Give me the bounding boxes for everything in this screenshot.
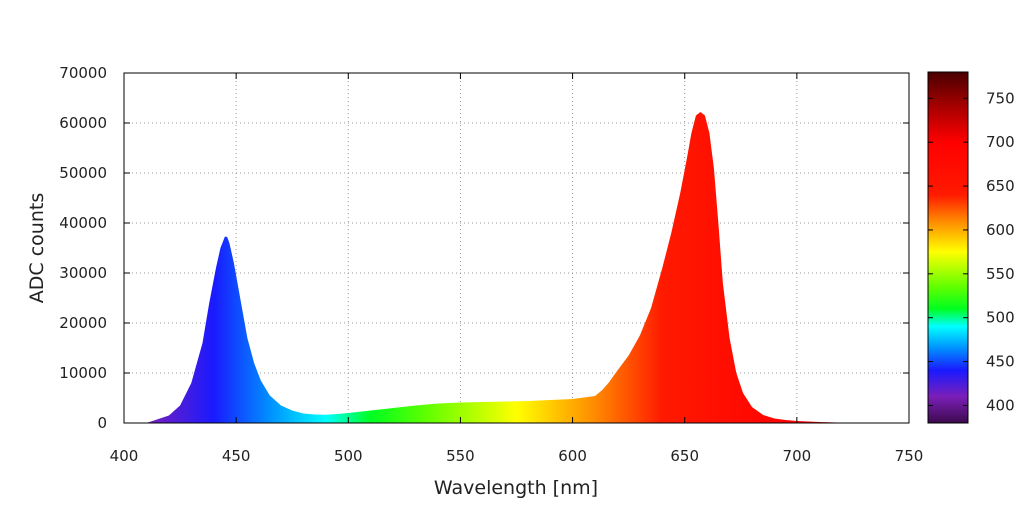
x-tick-label: 650 [670,447,699,465]
y-tick-label: 70000 [59,64,107,82]
spectrum-area [124,112,909,423]
x-axis-title: Wavelength [nm] [434,477,598,499]
colorbar-tick-label: 400 [986,396,1015,414]
x-tick-label: 750 [895,447,924,465]
x-tick-label: 400 [110,447,139,465]
y-tick-label: 10000 [59,364,107,382]
plot-frame [123,72,910,424]
colorbar-tick-label: 450 [986,353,1015,371]
y-tick-label: 30000 [59,264,107,282]
colorbar-tick-label: 700 [986,133,1015,151]
colorbar-ticks: 400 450 500 550 600 650 700 750 [928,89,1015,414]
x-tick-label: 450 [222,447,251,465]
colorbar-tick-label: 600 [986,221,1015,239]
x-tick-label: 550 [446,447,475,465]
y-tick-label: 0 [97,414,107,432]
y-tick-label: 50000 [59,164,107,182]
colorbar-tick-label: 650 [986,177,1015,195]
y-tick-label: 40000 [59,214,107,232]
colorbar [927,71,969,424]
y-axis: 0 10000 20000 30000 40000 50000 60000 70000 [59,64,909,432]
colorbar-tick-label: 750 [986,89,1015,107]
x-tick-label: 600 [558,447,587,465]
x-axis: 400 450 500 550 600 650 700 750 [110,73,924,465]
colorbar-tick-label: 550 [986,265,1015,283]
y-tick-label: 20000 [59,314,107,332]
x-tick-label: 700 [783,447,812,465]
y-tick-label: 60000 [59,114,107,132]
colorbar-tick-label: 500 [986,309,1015,327]
x-tick-label: 500 [334,447,363,465]
y-axis-title: ADC counts [26,193,48,303]
grid-lines [124,73,909,423]
